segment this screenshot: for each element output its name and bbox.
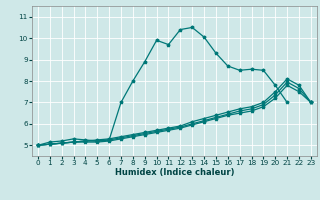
X-axis label: Humidex (Indice chaleur): Humidex (Indice chaleur) — [115, 168, 234, 177]
